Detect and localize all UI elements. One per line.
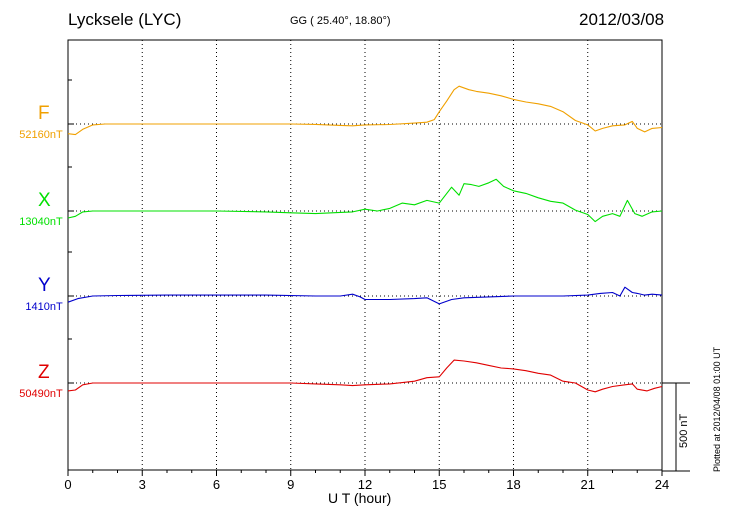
component-label-z: Z — [38, 362, 50, 383]
x-axis-label: U T (hour) — [328, 490, 392, 506]
x-tick-label: 9 — [287, 477, 294, 492]
x-tick-label: 15 — [432, 477, 446, 492]
scale-bar-label: 500 nT — [678, 413, 690, 448]
x-tick-label: 3 — [139, 477, 146, 492]
baseline-value-y: 1410nT — [25, 301, 63, 313]
date-label: 2012/03/08 — [579, 10, 665, 29]
trace-z — [67, 359, 663, 393]
baseline-value-x: 13040nT — [19, 216, 63, 228]
geographic-coordinates: GG ( 25.40°, 18.80°) — [290, 15, 391, 27]
plotted-timestamp: Plotted at 2012/04/08 01:00 UT — [712, 346, 722, 472]
component-label-f: F — [38, 103, 50, 124]
x-tick-label: 6 — [213, 477, 220, 492]
x-tick-label: 18 — [506, 477, 520, 492]
x-tick-label: 0 — [64, 477, 71, 492]
x-tick-label: 12 — [358, 477, 372, 492]
baseline-value-z: 50490nT — [19, 388, 63, 400]
component-label-y: Y — [38, 275, 51, 296]
station-title: Lycksele (LYC) — [68, 10, 182, 29]
trace-y — [67, 286, 663, 305]
x-tick-label: 21 — [581, 477, 595, 492]
trace-f — [67, 85, 663, 136]
trace-x — [67, 178, 663, 223]
baseline-value-f: 52160nT — [19, 129, 63, 141]
component-label-x: X — [38, 190, 51, 211]
x-tick-label: 24 — [655, 477, 669, 492]
